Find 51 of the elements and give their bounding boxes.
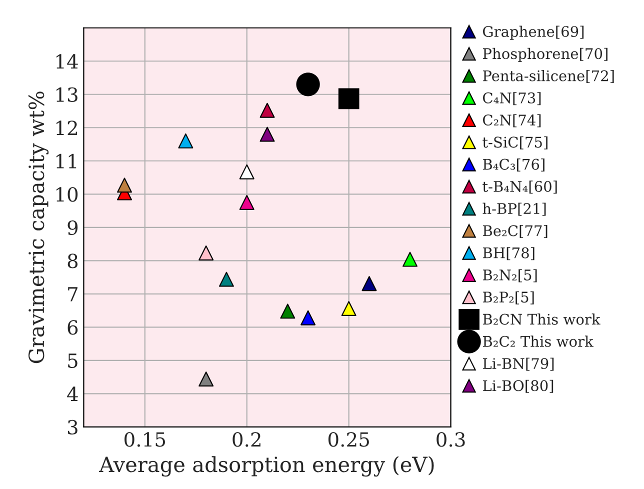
point — [280, 304, 296, 319]
y-tick-label: 8 — [68, 254, 78, 268]
legend-label: Be₂C[77] — [482, 224, 548, 238]
y-tick-label: 9 — [68, 220, 78, 236]
x-tick-label: 0.2 — [232, 432, 260, 447]
legend-label: Li-BN[79] — [482, 358, 554, 371]
point — [198, 245, 214, 260]
y-tick-label: 13 — [56, 87, 78, 102]
x-tick-label: 0.3 — [436, 432, 465, 447]
legend-label: BH[78] — [482, 247, 534, 260]
legend-label: t-SiC[75] — [482, 136, 548, 150]
y-tick-label: 6 — [68, 320, 78, 335]
point — [178, 133, 194, 148]
y-tick-label: 5 — [68, 354, 78, 368]
legend-label: B₂N₂[5] — [482, 269, 537, 282]
y-tick-label: 10 — [56, 187, 78, 202]
x-tick-label: 0.15 — [124, 432, 166, 447]
legend-label: t-B₄N₄[60] — [482, 180, 557, 194]
legend-label: Graphene[69] — [482, 26, 584, 40]
legend-label: Penta-silicene[72] — [482, 70, 614, 83]
legend-label: Li-BO[80] — [482, 380, 554, 393]
point — [260, 126, 275, 142]
legend-label: C₄N[73] — [482, 92, 541, 106]
point — [239, 164, 254, 180]
point — [218, 272, 234, 287]
point — [198, 372, 214, 387]
legend-label: h-BP[21] — [482, 202, 546, 216]
point — [362, 276, 377, 292]
y-tick-label: 7 — [68, 287, 78, 302]
point — [296, 72, 320, 96]
legend-label: B₂CN This work — [482, 313, 600, 325]
legend-label: Phosphorene[70] — [482, 48, 608, 62]
point — [300, 310, 316, 326]
point — [117, 178, 132, 193]
point — [341, 301, 356, 316]
point — [260, 102, 275, 118]
legend-label: C₂N[74] — [482, 114, 541, 128]
y-tick-label: 4 — [67, 386, 78, 402]
x-axis-title: Average adsorption energy (eV) — [98, 456, 434, 477]
legend-label: B₄C₃[76] — [482, 158, 544, 172]
point — [239, 194, 254, 210]
y-tick-label: 12 — [56, 120, 77, 136]
legend-label: B₂P₂[5] — [482, 291, 534, 304]
point — [402, 252, 418, 267]
y-axis-title: Gravimetric capacity wt% — [28, 92, 49, 364]
point — [338, 88, 360, 110]
legend-label: B₂C₂ This work — [482, 336, 594, 347]
y-tick-label: 11 — [56, 154, 76, 168]
y-tick-label: 3 — [68, 420, 78, 435]
y-tick-label: 14 — [56, 54, 78, 69]
x-tick-label: 0.25 — [328, 432, 369, 447]
